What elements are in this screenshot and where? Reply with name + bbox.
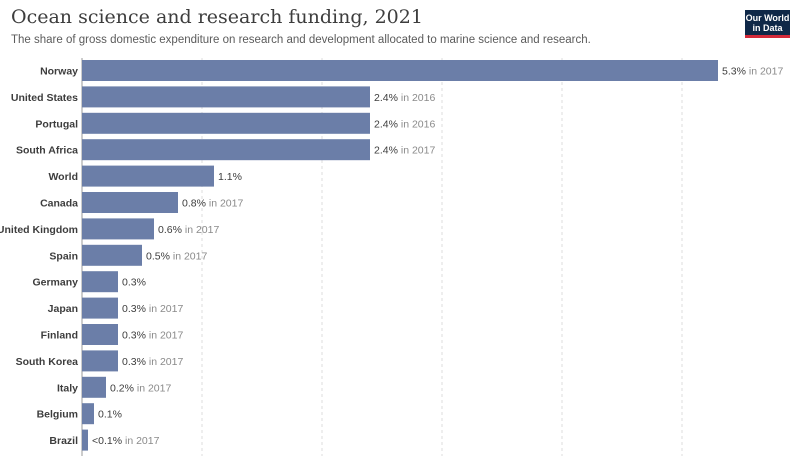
category-label[interactable]: South Korea	[16, 356, 79, 368]
year-label: in 2017	[746, 66, 784, 78]
year-label: in 2017	[134, 382, 172, 394]
bar[interactable]	[82, 324, 118, 345]
year-label: in 2017	[182, 224, 220, 236]
bars: Norway 5.3% in 2017 United States 2.4% in 2…	[0, 60, 783, 451]
bar[interactable]	[82, 297, 118, 319]
bar[interactable]	[82, 350, 118, 372]
value-label: 0.5% in 2017	[146, 250, 207, 262]
bar[interactable]	[82, 86, 370, 108]
value-label: 0.3% in 2017	[122, 356, 183, 368]
category-label[interactable]: Finland	[41, 330, 78, 342]
logo-line-2: in Data	[752, 22, 783, 33]
bar[interactable]	[82, 218, 154, 240]
logo-line-1: Our World	[745, 13, 790, 23]
value-label: 0.3% in 2017	[122, 330, 183, 342]
category-label[interactable]: United States	[11, 92, 78, 104]
bar[interactable]	[82, 112, 370, 134]
bar[interactable]	[82, 139, 370, 161]
year-label: in 2017	[122, 435, 160, 447]
value-label: 0.3%	[122, 277, 146, 289]
category-label[interactable]: United Kingdom	[0, 224, 78, 236]
category-label[interactable]: World	[48, 171, 78, 183]
chart-subtitle: The share of gross domestic expenditure …	[11, 34, 591, 46]
category-label[interactable]: Brazil	[49, 435, 78, 447]
value-label: 0.3% in 2017	[122, 303, 183, 315]
bar[interactable]	[82, 376, 106, 398]
year-label: in 2017	[398, 145, 436, 157]
bar[interactable]	[82, 60, 718, 81]
category-label[interactable]: Norway	[40, 66, 78, 78]
category-label[interactable]: Spain	[49, 250, 78, 262]
category-label[interactable]: Portugal	[35, 118, 78, 130]
category-label[interactable]: Canada	[40, 198, 78, 210]
bar[interactable]	[82, 429, 88, 451]
value-label: 2.4% in 2016	[374, 118, 435, 130]
value-label: 5.3% in 2017	[722, 66, 783, 78]
year-label: in 2017	[146, 330, 184, 342]
value-label: 0.6% in 2017	[158, 224, 219, 236]
bar[interactable]	[82, 403, 94, 425]
year-label: in 2017	[146, 303, 184, 315]
value-label: 2.4% in 2017	[374, 145, 435, 157]
year-label: in 2016	[398, 92, 436, 104]
bar[interactable]	[82, 244, 142, 266]
bar[interactable]	[82, 271, 118, 293]
value-label: 1.1%	[218, 171, 242, 183]
chart-title: Ocean science and research funding, 2021	[11, 6, 423, 28]
value-label: 0.1%	[98, 409, 122, 421]
value-label: 0.2% in 2017	[110, 382, 171, 394]
category-label[interactable]: South Africa	[16, 145, 78, 157]
category-label[interactable]: Japan	[48, 303, 78, 315]
value-label: 0.8% in 2017	[182, 198, 243, 210]
year-label: in 2017	[170, 250, 208, 262]
value-label: <0.1% in 2017	[92, 435, 160, 447]
category-label[interactable]: Belgium	[37, 409, 78, 421]
value-label: 2.4% in 2016	[374, 92, 435, 104]
category-label[interactable]: Germany	[32, 277, 78, 289]
year-label: in 2016	[398, 118, 436, 130]
bar[interactable]	[82, 192, 178, 213]
bar[interactable]	[82, 165, 214, 187]
owid-logo[interactable]: Our World in Data	[745, 10, 790, 38]
year-label: in 2017	[206, 198, 244, 210]
year-label: in 2017	[146, 356, 184, 368]
category-label[interactable]: Italy	[57, 382, 78, 394]
